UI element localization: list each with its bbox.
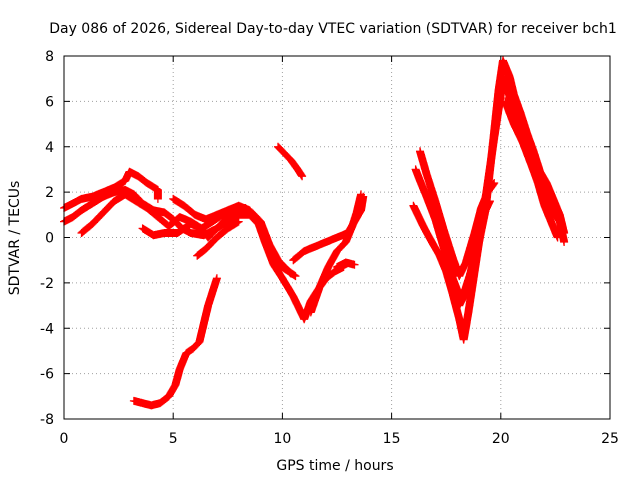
y-tick-label: 4: [45, 140, 54, 156]
x-axis-label: GPS time / hours: [276, 458, 393, 474]
y-tick-label: -8: [40, 412, 54, 428]
x-tick-label: 15: [383, 431, 401, 447]
x-tick-label: 20: [492, 431, 510, 447]
series-trace-e: [169, 194, 265, 231]
data-series: [60, 56, 569, 410]
data-point-markers: [169, 194, 265, 231]
x-tick-label: 5: [169, 431, 178, 447]
data-point-markers: [333, 258, 359, 271]
data-point-markers: [129, 274, 221, 410]
data-point-markers: [440, 197, 494, 310]
series-trace-o: [440, 197, 494, 310]
y-tick-label: 0: [45, 231, 54, 247]
series-trace-h: [306, 190, 365, 317]
series-trace-n: [501, 97, 562, 242]
y-tick-label: -4: [40, 321, 54, 337]
x-tick-label: 0: [60, 431, 69, 447]
x-tick-label: 25: [601, 431, 619, 447]
x-tick-label: 10: [273, 431, 291, 447]
chart-title: Day 086 of 2026, Sidereal Day-to-day VTE…: [49, 21, 617, 37]
data-point-markers: [416, 147, 499, 281]
y-axis-label: SDTVAR / TECUs: [7, 181, 23, 296]
plot-frame: [63, 55, 611, 420]
axis-ticks: 0 5 10 15 20 25 -8 -6 -4 -2 0 2 4 6 8: [40, 49, 619, 447]
series-trace-i: [274, 142, 307, 181]
series-trace-f: [193, 217, 243, 260]
y-tick-label: -6: [40, 367, 54, 383]
data-point-markers: [306, 190, 365, 317]
y-tick-label: 6: [45, 94, 54, 110]
series-trace-m: [416, 147, 499, 281]
series-trace-p: [333, 258, 359, 271]
series-trace-j: [129, 274, 221, 410]
data-point-markers: [274, 142, 307, 181]
data-point-markers: [501, 97, 562, 242]
y-tick-label: -2: [40, 276, 54, 292]
data-point-markers: [193, 217, 243, 260]
y-tick-label: 2: [45, 185, 54, 201]
y-tick-label: 8: [45, 49, 54, 65]
